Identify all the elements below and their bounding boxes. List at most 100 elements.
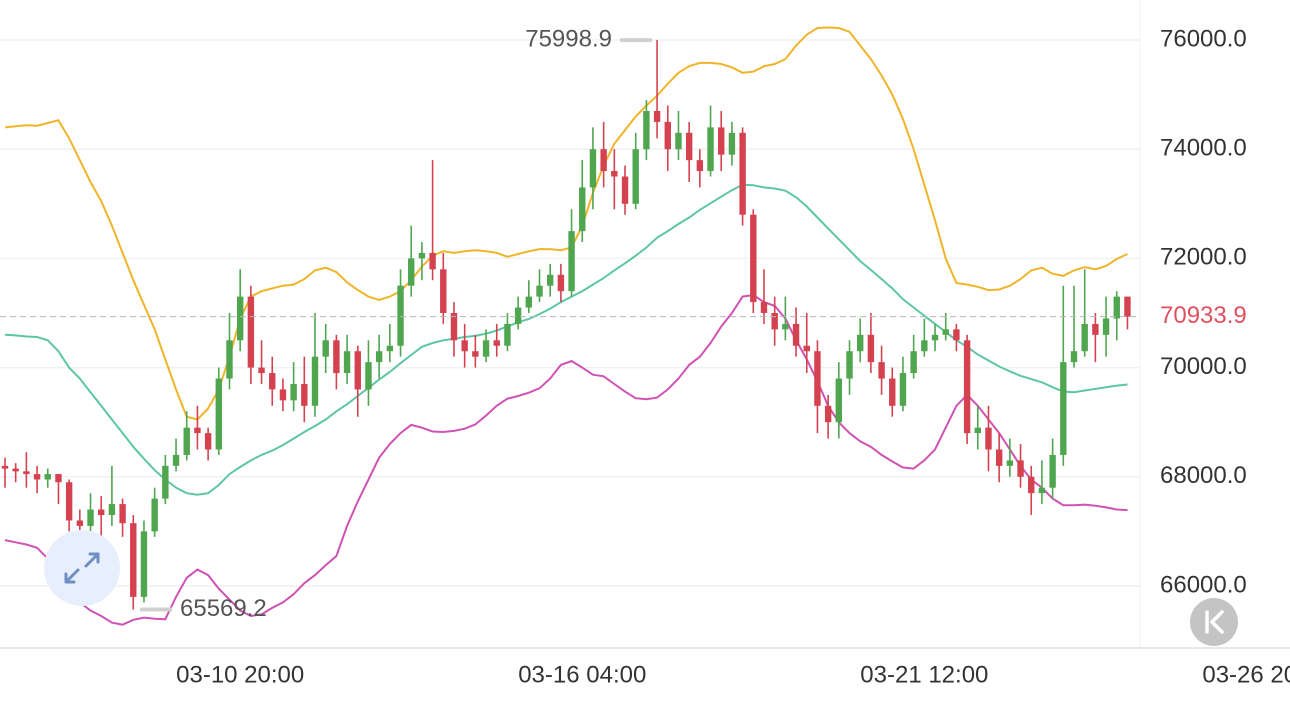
candle-body [408,258,415,286]
candle-body [824,405,832,423]
expand-button[interactable] [44,530,120,606]
candle-body [226,340,233,379]
y-tick-label: 68000.0 [1160,462,1247,489]
candle-body [119,504,126,524]
candle-body [12,468,19,472]
candle-body [204,433,212,450]
candle-body [525,296,533,308]
candle-body [98,509,105,516]
candle-body [23,471,30,475]
candle-body [365,362,372,390]
band-line [4,293,1128,626]
candle-body [375,351,383,363]
candle-body [1081,323,1088,352]
candle-body [792,323,800,346]
candle-body [140,531,148,597]
candle-body [215,378,222,450]
candle-body [760,302,768,313]
candle-body [247,296,255,368]
candle-body [130,523,137,597]
candle-body [921,340,928,352]
x-tick-label: 03-21 12:00 [860,661,988,688]
candle-body [1038,487,1046,494]
candle-body [696,160,704,172]
candle-body [814,351,821,406]
candle-body [632,149,639,204]
candle-body [835,378,843,423]
candle-body [867,334,875,363]
candle-body [1017,460,1024,477]
candle-body [942,329,949,335]
candle-body [151,498,158,532]
band-line [4,26,1128,421]
candle-body [910,351,917,374]
candle-body [450,312,458,341]
min-label: 65569.2 [180,595,267,622]
candle-body [322,340,329,357]
candle-body [953,329,960,341]
bands [4,26,1128,626]
candle-body [333,340,340,374]
y-tick-label: 74000.0 [1160,135,1247,162]
candle-body [685,132,693,161]
candle-body [269,373,276,390]
candle-body [343,351,351,374]
candle-body [963,340,971,434]
candle-body [557,274,565,292]
candle-body [461,340,468,352]
candle-body [536,285,543,297]
band-line [4,183,1128,496]
candle-body [899,373,907,406]
candle-body [397,285,404,346]
candle-body [739,132,746,215]
candle-body [386,345,394,352]
x-tick-label: 03-10 20:00 [176,661,304,688]
candle-body [65,482,73,521]
candle-body [974,427,981,434]
candle-body [236,296,244,341]
candle-body [311,356,319,406]
candle-body [440,269,447,313]
candle-body [718,127,725,155]
grid [0,39,1140,587]
candle-body [162,465,169,499]
x-tick-label: 03-26 20:00 [1202,661,1290,688]
candle-body [653,110,661,122]
expand-icon [64,552,100,584]
candle-body [931,334,939,341]
last-price-label: 70933.9 [1160,302,1247,329]
candle-body [429,252,436,270]
candle-body [846,351,853,379]
candle-body [621,176,629,204]
candle-body [514,307,522,324]
last-price-bg [1145,300,1290,333]
candle-body [258,367,265,374]
candle-body [301,383,308,406]
candle-body [279,389,287,401]
candle-body [664,121,671,150]
max-label: 75998.9 [525,25,612,52]
candle-body [1,465,9,469]
candle-body [76,520,84,526]
candle-body [995,449,1003,466]
candle-body [290,383,297,401]
candle-body [108,504,116,516]
candle-body [87,509,94,526]
candle-body [643,110,650,150]
candle-body [472,351,479,357]
candle-body [1049,454,1056,488]
candle-body [183,427,190,455]
candle-body [857,334,864,352]
y-tick-label: 70000.0 [1160,353,1247,380]
candle-body [354,351,361,390]
candle-body [504,323,511,346]
candle-body [803,345,810,352]
candle-body [1006,460,1014,466]
candle-body [771,312,778,330]
candle-body [728,132,736,155]
candle-body [782,323,789,330]
candle-body [1124,296,1131,317]
candle-body [600,149,607,172]
candle-body [33,474,41,480]
